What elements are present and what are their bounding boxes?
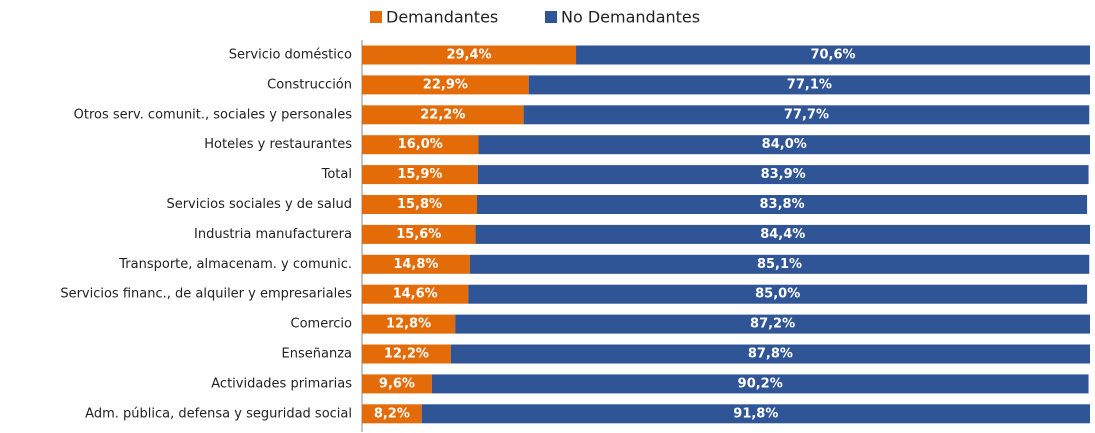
bar-segment	[469, 254, 1090, 274]
bar-segment	[362, 105, 524, 125]
data-label: 77,1%	[787, 77, 832, 92]
bar-segment	[362, 284, 469, 304]
bar-segment	[576, 45, 1090, 65]
bar-segment	[421, 404, 1090, 424]
bar-segment	[450, 344, 1090, 364]
data-label: 22,2%	[420, 107, 465, 122]
data-label: 15,8%	[397, 197, 442, 212]
data-label: 14,6%	[393, 287, 438, 302]
bar-segment	[362, 344, 451, 364]
data-label: 90,2%	[738, 376, 783, 391]
bar-segment	[362, 404, 422, 424]
data-label: 12,2%	[384, 347, 429, 362]
y-tick-label: Servicio doméstico	[229, 48, 352, 63]
bar-segment	[478, 135, 1091, 155]
data-label: 87,2%	[750, 317, 795, 332]
bar-segment	[362, 45, 577, 65]
data-label: 87,8%	[748, 347, 793, 362]
data-label: 84,0%	[762, 137, 807, 152]
bar-segment	[477, 195, 1088, 214]
bar-segment	[468, 284, 1088, 304]
data-label: 14,8%	[393, 257, 438, 272]
legend-label: No Demandantes	[561, 8, 700, 27]
data-label: 77,7%	[784, 107, 829, 122]
y-tick-label: Comercio	[291, 317, 353, 332]
y-tick-label: Actividades primarias	[211, 376, 352, 391]
data-label: 85,0%	[755, 287, 800, 302]
data-label: 85,1%	[757, 257, 802, 272]
legend-swatch	[370, 11, 382, 23]
y-tick-label: Industria manufacturera	[194, 227, 352, 242]
bar-segment	[431, 374, 1089, 394]
data-label: 83,8%	[760, 197, 805, 212]
bar-segment	[362, 135, 479, 155]
y-tick-label: Adm. pública, defensa y seguridad social	[85, 406, 352, 421]
bar-segment	[477, 165, 1089, 185]
data-label: 12,8%	[386, 317, 431, 332]
data-label: 22,9%	[423, 77, 468, 92]
legend-label: Demandantes	[386, 8, 498, 27]
y-tick-label: Otros serv. comunit., sociales y persona…	[74, 107, 353, 122]
y-tick-label: Servicios financ., de alquiler y empresa…	[60, 287, 352, 302]
legend-swatch	[545, 11, 557, 23]
y-tick-label: Transporte, almacenam. y comunic.	[118, 257, 352, 272]
bar-segment	[362, 75, 529, 95]
data-label: 15,6%	[396, 227, 441, 242]
data-label: 9,6%	[379, 376, 415, 391]
bar-segment	[362, 374, 432, 394]
bar-segment	[362, 314, 456, 334]
bar-segment	[362, 224, 476, 244]
data-label: 70,6%	[810, 48, 855, 63]
bar-segment	[528, 75, 1090, 95]
bar-segment	[362, 165, 478, 185]
y-tick-label: Enseñanza	[282, 347, 352, 362]
y-tick-label: Servicios sociales y de salud	[166, 197, 352, 212]
bar-segment	[475, 224, 1090, 244]
y-tick-label: Hoteles y restaurantes	[204, 137, 352, 152]
bar-segment	[362, 195, 478, 214]
data-label: 8,2%	[374, 406, 410, 421]
data-label: 84,4%	[760, 227, 805, 242]
data-label: 83,9%	[761, 167, 806, 182]
data-label: 91,8%	[733, 406, 778, 421]
bar-segment	[523, 105, 1090, 125]
y-tick-label: Total	[321, 167, 352, 182]
data-label: 16,0%	[398, 137, 443, 152]
data-label: 15,9%	[397, 167, 442, 182]
data-label: 29,4%	[446, 48, 491, 63]
bar-segment	[362, 254, 470, 274]
bar-segment	[455, 314, 1091, 334]
y-tick-label: Construcción	[267, 77, 352, 92]
